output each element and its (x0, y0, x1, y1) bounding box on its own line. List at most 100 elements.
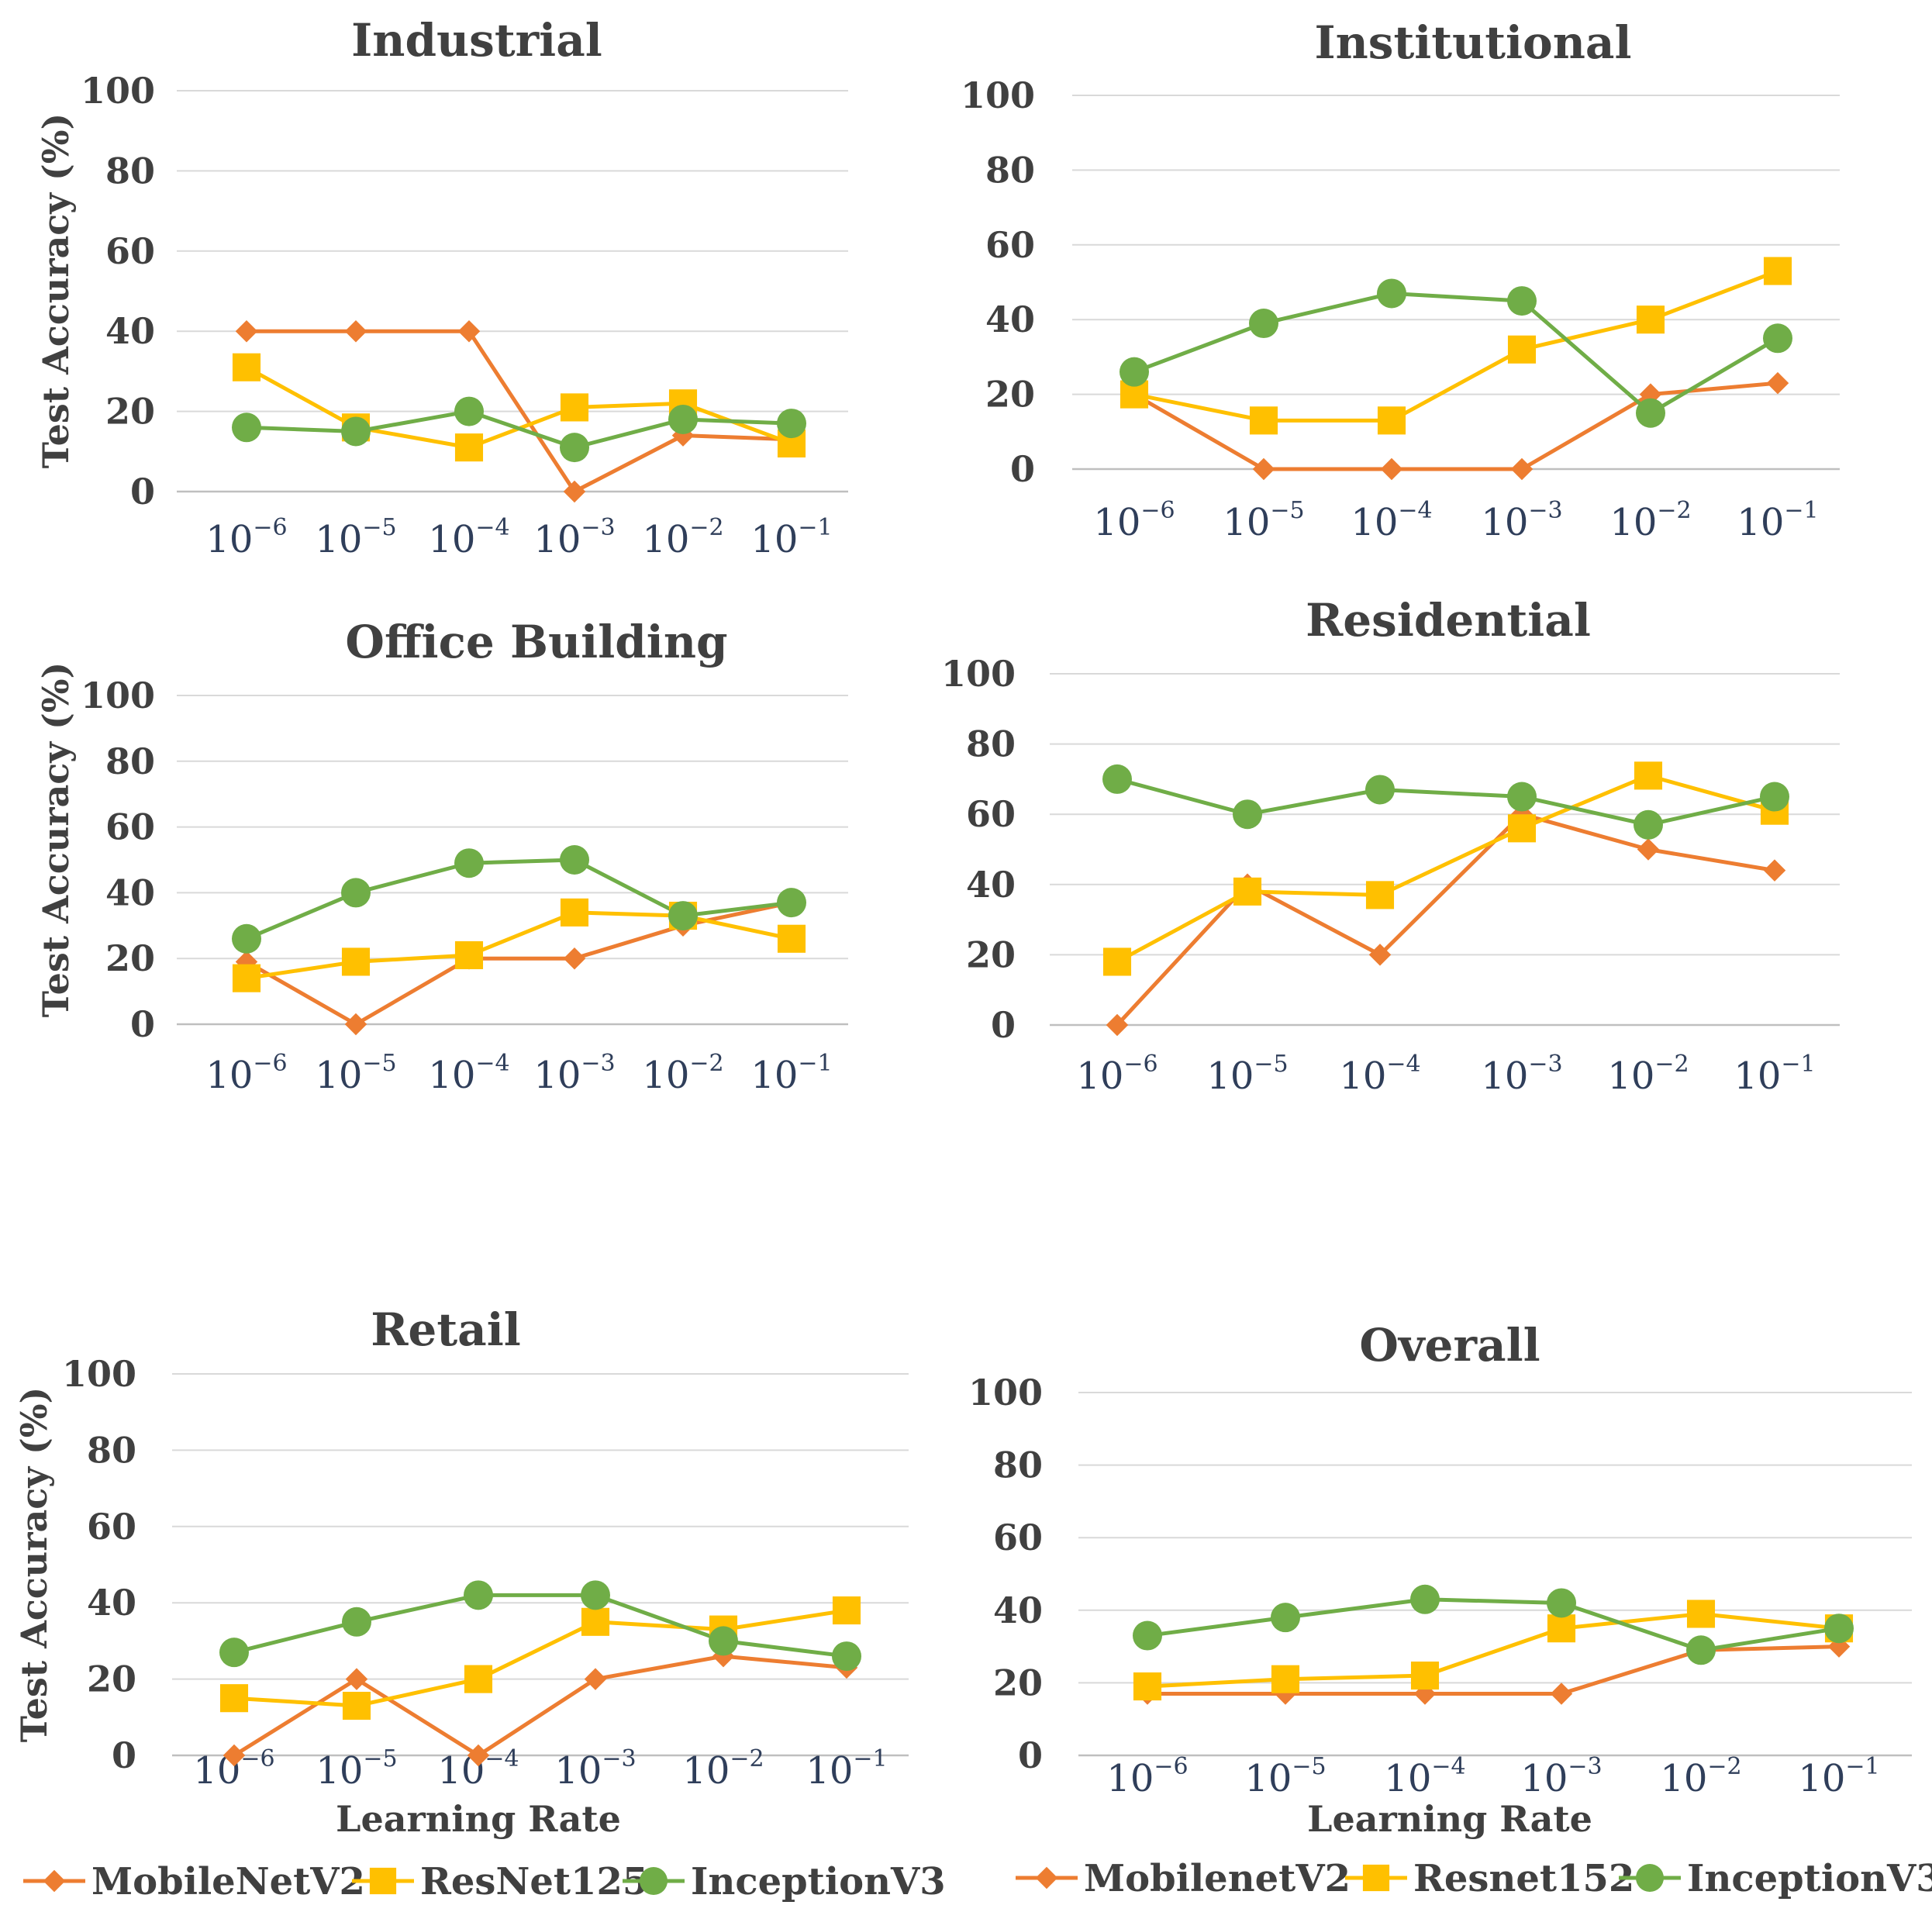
data-point-resnet125 (560, 898, 589, 927)
y-tick-label: 80 (105, 150, 155, 192)
data-point-resnet125 (832, 1596, 861, 1625)
y-tick-label: 0 (130, 471, 155, 513)
y-tick-label: 40 (105, 871, 155, 913)
y-tick-label: 20 (105, 391, 155, 433)
data-point-inceptionv3 (464, 1580, 493, 1610)
x-tick-label: 10−1 (806, 1745, 887, 1793)
data-point-inceptionv3 (1636, 398, 1665, 428)
y-tick-label: 40 (105, 310, 155, 352)
data-point-inceptionv3 (1365, 775, 1395, 805)
legend-entry: InceptionV3 (691, 1860, 946, 1903)
y-tick-label: 0 (991, 1004, 1016, 1046)
data-point-mobilenetv2 (1368, 944, 1392, 966)
chart-title: Residential (1306, 594, 1591, 647)
legend-entry: ResNet125 (420, 1860, 648, 1903)
x-tick-label: 10−3 (1481, 1051, 1562, 1098)
data-point-inceptionv3 (581, 1580, 610, 1610)
legend-marker (43, 1869, 66, 1893)
data-point-inceptionv3 (1249, 309, 1278, 339)
x-tick-label: 10−6 (1106, 1753, 1188, 1800)
y-tick-label: 80 (87, 1429, 136, 1471)
x-axis-label: Learning Rate (1307, 1798, 1592, 1840)
series-line-resnet125 (246, 910, 792, 981)
data-point-inceptionv3 (777, 409, 806, 439)
chart-panel-overall: Overall 0 20 40 60 80 100 10−6 10−5 10−4 10−3 10−2 1… (968, 1319, 1932, 1900)
data-point-mobilenetv2 (457, 319, 481, 343)
data-point-mobilenetv2 (1380, 457, 1403, 481)
x-tick-label: 10−1 (1737, 497, 1818, 544)
legend-entry: Resnet152 (1413, 1857, 1634, 1900)
series-line-inceptionv3 (233, 1593, 847, 1658)
series-line-mobilenetv2 (245, 900, 792, 1027)
data-point-resnet125 (341, 947, 371, 976)
series-line-mobilenetv2 (233, 1654, 847, 1758)
data-point-resnet152 (1686, 1600, 1716, 1628)
x-tick-label: 10−1 (1734, 1051, 1815, 1098)
series-line-resnet125 (1116, 773, 1775, 964)
x-tick-label: 10−2 (682, 1745, 764, 1793)
legend-marker (369, 1867, 397, 1895)
y-tick-label: 60 (993, 1517, 1043, 1558)
data-point-mobilenetv2 (1766, 371, 1789, 395)
data-point-mobilenetv2 (1550, 1682, 1573, 1705)
y-tick-label: 80 (105, 740, 155, 782)
data-point-inceptionv3 (341, 416, 371, 447)
y-tick-label: 60 (966, 793, 1016, 835)
series-line-resnet125 (233, 1608, 847, 1708)
x-tick-label: 10−6 (1076, 1051, 1157, 1098)
x-tick-label: 10−4 (428, 1050, 509, 1097)
x-axis-label: Learning Rate (336, 1798, 621, 1840)
data-point-inceptionv3 (342, 1607, 371, 1637)
x-tick-label: 10−2 (1607, 1051, 1689, 1098)
data-point-inceptionv3 (232, 412, 261, 443)
x-tick-label: 10−3 (1481, 497, 1562, 544)
data-point-mobilenetv2 (584, 1668, 607, 1690)
y-tick-label: 100 (81, 70, 155, 112)
x-tick-label: 10−3 (533, 514, 615, 561)
data-point-mobilenetv2 (1106, 1013, 1129, 1037)
data-point-resnet125 (454, 940, 484, 970)
data-point-resnet125 (777, 924, 806, 953)
chart-panel-institutional: Institutional 0 20 40 60 80 100 10−6 10−5 10−4 10−… (961, 16, 1840, 544)
y-tick-label: 80 (993, 1444, 1043, 1486)
data-point-resnet125 (1634, 761, 1663, 790)
data-point-mobilenetv2 (344, 1013, 367, 1036)
data-point-inceptionv3 (1271, 1603, 1300, 1633)
data-point-inceptionv3 (1507, 782, 1537, 812)
data-point-mobilenetv2 (1637, 838, 1660, 861)
data-point-inceptionv3 (668, 404, 698, 434)
data-point-inceptionv3 (560, 845, 589, 875)
legend-entry: MobilenetV2 (1084, 1857, 1351, 1900)
series-line-inceptionv3 (1133, 291, 1779, 416)
y-tick-label: 20 (985, 374, 1035, 416)
data-point-inceptionv3 (1377, 278, 1406, 309)
chart-title: Overall (1359, 1319, 1540, 1372)
series-line-inceptionv3 (1147, 1597, 1840, 1652)
data-point-inceptionv3 (219, 1638, 249, 1668)
chart-panel-office-building: Office Building 0 20 40 60 80 100 10−6 10−5 10−4 1… (35, 616, 848, 1097)
data-point-inceptionv3 (560, 433, 589, 463)
data-point-inceptionv3 (1507, 286, 1537, 316)
legend-marker (1362, 1864, 1390, 1892)
data-point-resnet152 (1271, 1665, 1300, 1693)
x-tick-label: 10−1 (1798, 1753, 1879, 1800)
data-point-mobilenetv2 (223, 1744, 246, 1767)
y-axis-label: Test Accuracy (%) (35, 662, 77, 1018)
data-point-resnet125 (1233, 877, 1262, 906)
y-tick-label: 20 (105, 937, 155, 979)
x-tick-label: 10−5 (1206, 1051, 1288, 1098)
series-line-resnet152 (1147, 1611, 1840, 1689)
x-tick-label: 10−2 (1660, 1753, 1741, 1800)
data-point-inceptionv3 (1634, 809, 1663, 840)
data-point-inceptionv3 (1133, 1620, 1162, 1651)
data-point-mobilenetv2 (563, 480, 586, 503)
y-tick-label: 80 (985, 149, 1035, 191)
x-tick-label: 10−4 (428, 514, 509, 561)
y-tick-label: 20 (87, 1658, 136, 1700)
legend-marker (1035, 1866, 1058, 1890)
series-line-inceptionv3 (1116, 777, 1775, 827)
chart-panel-residential: Residential 0 20 40 60 80 100 10−6 10−5 10−4 10−3 1… (941, 594, 1840, 1098)
series-line-mobilenetv2 (1133, 381, 1778, 471)
y-tick-label: 60 (105, 230, 155, 272)
